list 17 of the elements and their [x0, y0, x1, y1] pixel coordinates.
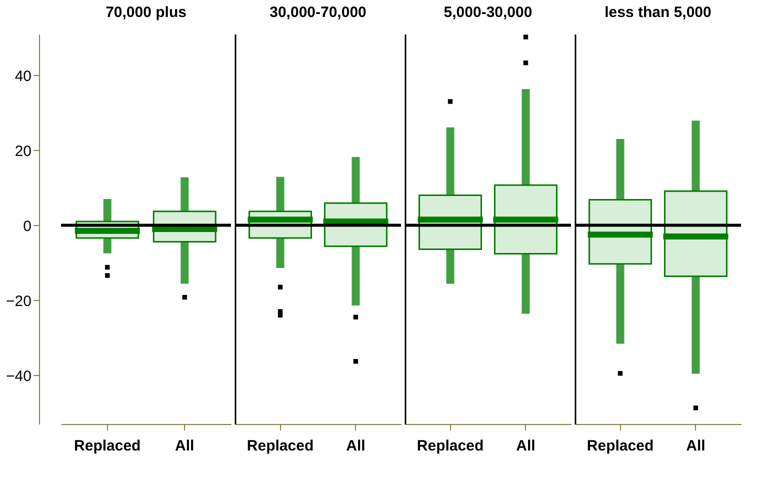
x-tick-label: Replaced — [246, 438, 314, 454]
x-tick-label: Replaced — [74, 438, 141, 454]
x-tick-label: All — [175, 438, 194, 454]
x-tick-label: All — [346, 438, 366, 454]
y-tick-label: 20 — [14, 142, 32, 160]
chart-title: 30,000-70,000 — [270, 4, 366, 21]
y-tick-label: 0 — [23, 218, 32, 235]
x-tick-label: All — [516, 438, 536, 454]
chart-title: 5,000-30,000 — [444, 4, 532, 21]
x-tick-label: All — [686, 438, 706, 454]
chart-title: 70,000 plus — [106, 4, 186, 21]
x-tick-label: Replaced — [416, 438, 484, 454]
y-tick-label: −20 — [6, 292, 32, 310]
x-tick-label: Replaced — [586, 438, 654, 454]
chart-title: less than 5,000 — [604, 4, 712, 21]
y-tick-label: −40 — [6, 368, 32, 385]
y-tick-label: 40 — [14, 68, 32, 85]
